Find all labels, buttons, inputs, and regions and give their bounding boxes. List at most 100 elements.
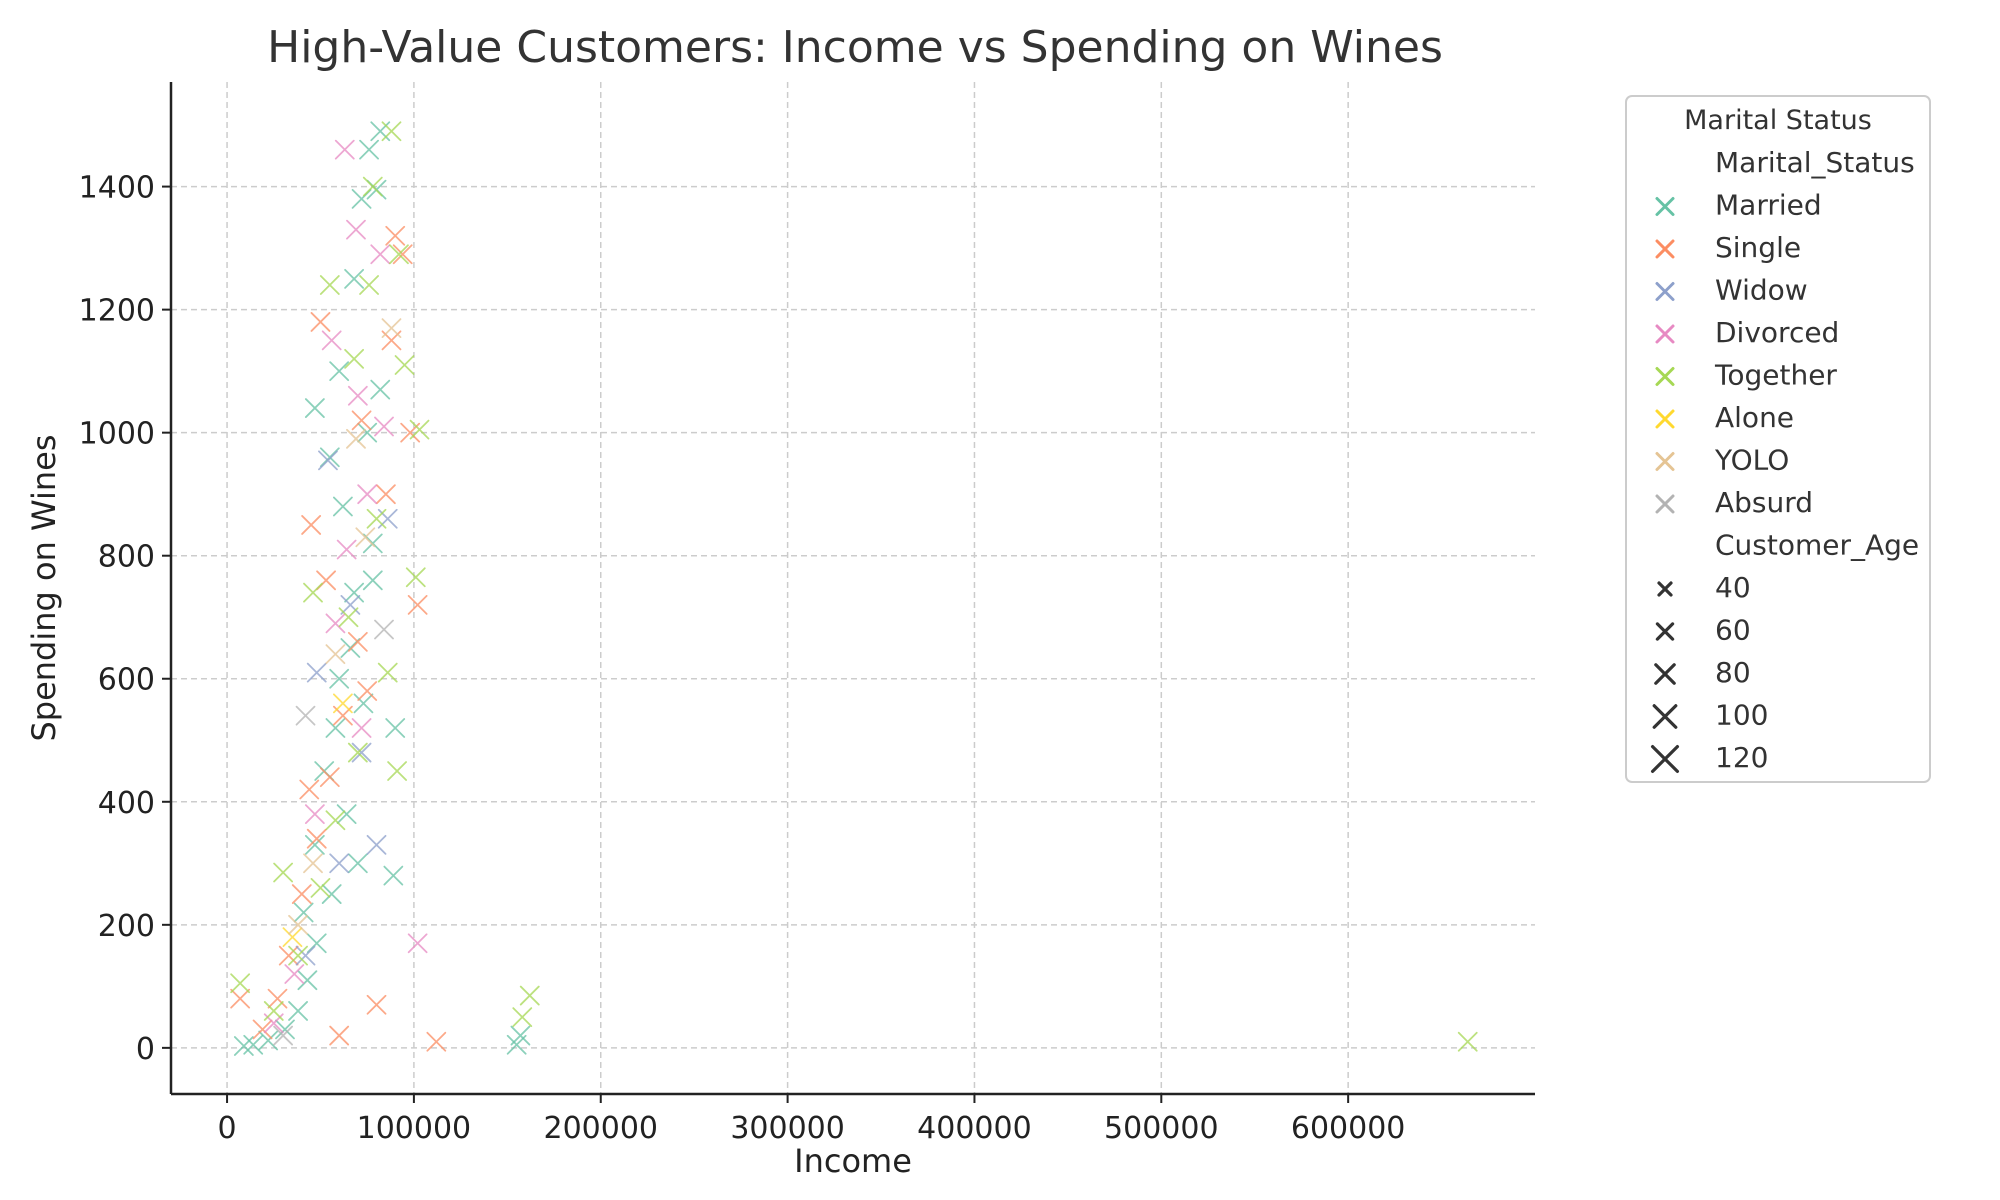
x-tick-label: 100000 [357, 1111, 472, 1146]
data-point-single [329, 1025, 350, 1046]
data-point-together [512, 1007, 533, 1028]
data-point-together [359, 275, 379, 295]
data-point-single [392, 244, 413, 265]
data-point-divorced [304, 804, 325, 824]
axes-layer [169, 82, 1535, 1096]
data-point-single [230, 988, 251, 1009]
data-point-single [319, 767, 340, 788]
data-point-married [304, 398, 325, 418]
ticks-layer: 0 100000 200000 300000 400000 500000 600000 0 20… [79, 171, 1406, 1146]
data-point-married [385, 718, 406, 738]
legend-label-divorced: Divorced [1715, 316, 1839, 349]
x-axis-label: Income [794, 1142, 912, 1180]
data-point-divorced [284, 964, 305, 984]
y-tick-label: 200 [98, 909, 155, 944]
data-point-alone [282, 927, 303, 948]
data-point-widow [377, 508, 398, 529]
data-point-single [291, 884, 312, 904]
data-point-married [288, 1001, 308, 1021]
data-point-single [385, 225, 406, 246]
data-point-single [347, 631, 368, 652]
data-point-married [344, 582, 365, 603]
y-tick-label: 800 [98, 540, 155, 575]
data-point-single [299, 779, 320, 800]
data-point-yolo [381, 318, 402, 338]
data-point-together [362, 176, 383, 197]
data-point-married [383, 865, 404, 886]
legend-size-marker [1652, 704, 1678, 729]
data-point-together [381, 121, 402, 142]
data-point-married [370, 379, 391, 400]
data-point-single [278, 945, 299, 966]
legend-size-label: 60 [1715, 614, 1751, 647]
legend: Marital Status Marital_Status Married Sing… [1625, 95, 1931, 783]
y-tick-label: 1000 [79, 417, 155, 452]
legend-title: Marital Status [1684, 105, 1872, 136]
data-point-divorced [321, 330, 342, 351]
y-tick-label: 400 [98, 786, 155, 821]
data-point-married [233, 1036, 254, 1056]
legend-marker-widow [1655, 282, 1675, 301]
data-point-single [351, 410, 372, 431]
data-point-married [329, 668, 350, 689]
data-point-married [362, 570, 383, 591]
legend-size-label: 120 [1715, 741, 1768, 774]
data-point-single [375, 484, 396, 505]
legend-marker-yolo [1655, 452, 1675, 471]
data-point-together [387, 761, 407, 781]
legend-marker-alone [1655, 409, 1675, 429]
legend-hue-heading: Marital_Status [1715, 146, 1915, 179]
data-point-widow [306, 662, 327, 683]
legend-label-absurd: Absurd [1715, 486, 1813, 519]
data-point-single [306, 828, 327, 849]
data-point-absurd [295, 705, 316, 726]
data-point-married [344, 268, 365, 289]
data-point-divorced [374, 416, 394, 437]
legend-marker-together [1655, 367, 1675, 386]
legend-size-label: 80 [1715, 656, 1751, 689]
data-point-divorced [346, 219, 366, 240]
data-point-married [297, 970, 318, 991]
data-point-married [362, 533, 383, 554]
data-point-together [338, 607, 359, 628]
data-point-absurd [374, 619, 394, 640]
data-point-single [357, 681, 378, 701]
legend-size-marker [1655, 622, 1675, 641]
y-tick-label: 1200 [79, 294, 155, 329]
data-point-widow [329, 853, 350, 874]
data-point-single [267, 988, 288, 1009]
legend-label-yolo: YOLO [1714, 444, 1789, 477]
x-tick-label: 500000 [1104, 1111, 1219, 1146]
data-point-married [293, 902, 314, 923]
legend-size-label: 100 [1715, 699, 1768, 732]
data-point-single [366, 994, 387, 1015]
legend-label-single: Single [1715, 231, 1801, 264]
legend-label-together: Together [1714, 359, 1837, 392]
x-tick-label: 0 [218, 1111, 237, 1146]
data-point-together [519, 985, 540, 1006]
legend-box [1625, 95, 1931, 783]
data-point-married [370, 121, 391, 142]
data-point-alone [333, 693, 353, 714]
data-point-divorced [334, 139, 355, 160]
data-point-together [347, 742, 368, 763]
data-point-single [426, 1031, 447, 1052]
legend-items: Marital_Status Married Single Widow Divorced… [1650, 146, 1919, 774]
data-point-married [321, 884, 342, 904]
data-point-single [252, 1019, 273, 1040]
y-tick-label: 0 [136, 1032, 155, 1067]
data-point-married [243, 1034, 264, 1055]
data-point-together [394, 355, 415, 375]
data-point-together [389, 244, 409, 265]
legend-marker-single [1655, 239, 1675, 259]
data-point-married [347, 853, 368, 874]
data-point-together [1457, 1031, 1478, 1052]
data-point-married [258, 1030, 279, 1051]
data-point-married [357, 422, 378, 443]
data-point-divorced [336, 539, 357, 560]
legend-size-marker [1657, 581, 1673, 597]
data-point-divorced [407, 933, 428, 954]
data-point-divorced [370, 244, 391, 265]
data-point-together [405, 567, 426, 588]
